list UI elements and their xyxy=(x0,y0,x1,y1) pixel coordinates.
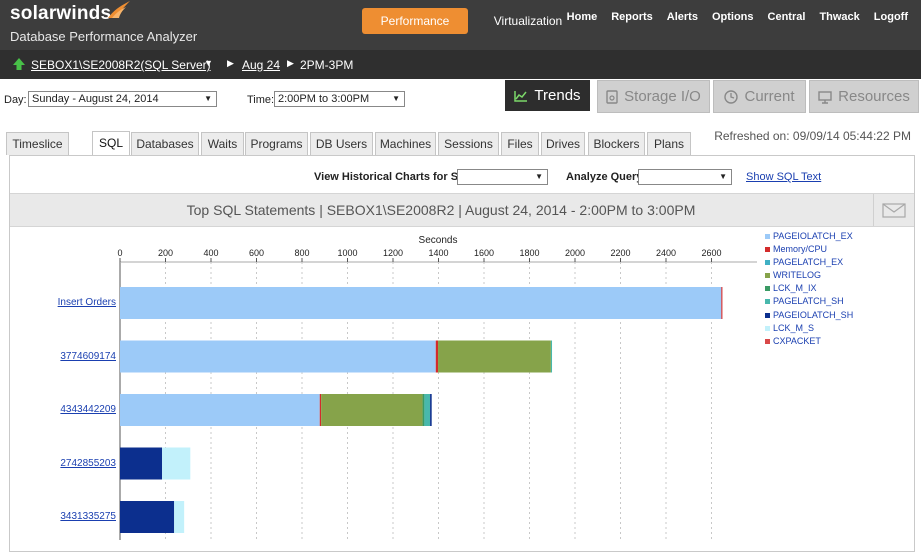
tab-current-label: Current xyxy=(744,88,795,105)
legend-swatch xyxy=(765,299,770,305)
chevron-down-icon[interactable]: ▼ xyxy=(204,58,213,68)
day-select-value: Sunday - August 24, 2014 xyxy=(32,93,159,105)
tab-waits[interactable]: Waits xyxy=(201,132,244,155)
legend-label: CXPACKET xyxy=(773,335,821,346)
options-link[interactable]: Options xyxy=(711,11,754,23)
brand-name: solarwinds xyxy=(10,3,112,24)
top-links: Home Reports Alerts Options Central Thwa… xyxy=(560,11,915,23)
legend-label: WRITELOG xyxy=(773,270,822,281)
central-link[interactable]: Central xyxy=(767,11,806,23)
clock-icon xyxy=(724,90,739,104)
envelope-icon xyxy=(882,203,906,218)
tab-storage-io[interactable]: Storage I/O xyxy=(597,80,710,113)
show-sql-text-link[interactable]: Show SQL Text xyxy=(746,171,822,183)
content-panel: View Historical Charts for SQL: ▼ Analyz… xyxy=(9,155,915,552)
legend-label: PAGELATCH_EX xyxy=(773,257,844,268)
tab-files[interactable]: Files xyxy=(501,132,539,155)
date-link[interactable]: Aug 24 xyxy=(242,58,281,72)
tab-db-users[interactable]: DB Users xyxy=(310,132,373,155)
tab-resources[interactable]: Resources xyxy=(809,80,919,113)
chevron-right-icon: ▶ xyxy=(287,58,294,68)
time-select[interactable]: 2:00PM to 3:00PM ▼ xyxy=(274,91,405,107)
legend-swatch xyxy=(765,260,770,266)
legend-swatch xyxy=(765,312,770,318)
tab-machines[interactable]: Machines xyxy=(375,132,436,155)
refreshed-timestamp: Refreshed on: 09/09/14 05:44:22 PM xyxy=(714,129,911,143)
day-label: Day: xyxy=(4,94,27,106)
monitor-icon xyxy=(818,90,832,104)
tab-blockers[interactable]: Blockers xyxy=(588,132,645,155)
solarwinds-logo[interactable]: solarwinds Database Performance Analyzer xyxy=(10,1,197,44)
flame-icon xyxy=(108,1,130,18)
tab-sessions[interactable]: Sessions xyxy=(438,132,499,155)
legend-label: Memory/CPU xyxy=(773,244,828,255)
analyze-label: Analyze Query: xyxy=(566,171,647,183)
tab-sql[interactable]: SQL xyxy=(92,131,130,156)
legend-swatch xyxy=(765,338,770,344)
tab-databases[interactable]: Databases xyxy=(131,132,199,155)
tab-trends-label: Trends xyxy=(534,87,581,104)
analyze-query-select[interactable]: ▼ xyxy=(638,169,732,185)
reports-link[interactable]: Reports xyxy=(611,11,653,23)
category-label-link[interactable]: Insert Orders xyxy=(57,297,116,308)
category-label-link[interactable]: 3774609174 xyxy=(60,350,116,362)
category-label-link[interactable]: 4343442209 xyxy=(60,404,116,415)
chevron-down-icon: ▼ xyxy=(535,172,543,181)
top-bar: solarwinds Database Performance Analyzer… xyxy=(0,0,921,50)
chevron-down-icon: ▼ xyxy=(392,94,400,103)
time-label: Time: xyxy=(247,94,275,106)
historical-sql-select[interactable]: ▼ xyxy=(457,169,548,185)
virtualization-button[interactable]: Virtualization xyxy=(493,14,563,28)
chart-title: Top SQL Statements | SEBOX1\SE2008R2 | A… xyxy=(186,202,696,218)
chevron-down-icon: ▼ xyxy=(719,172,727,181)
storage-icon xyxy=(606,90,618,104)
tab-resources-label: Resources xyxy=(838,88,910,105)
product-name: Database Performance Analyzer xyxy=(10,29,198,44)
tab-timeslice[interactable]: Timeslice xyxy=(6,132,69,155)
filter-row: View Historical Charts for SQL: ▼ Analyz… xyxy=(10,156,914,192)
logoff-link[interactable]: Logoff xyxy=(873,11,908,23)
legend-label: PAGELATCH_SH xyxy=(773,296,844,307)
tab-trends[interactable]: Trends xyxy=(505,80,590,111)
server-link[interactable]: SEBOX1\SE2008R2(SQL Server) xyxy=(31,58,211,72)
time-select-value: 2:00PM to 3:00PM xyxy=(278,93,370,105)
chevron-down-icon: ▼ xyxy=(204,94,212,103)
legend-swatch xyxy=(765,273,770,279)
home-link[interactable]: Home xyxy=(566,11,598,23)
tab-programs[interactable]: Programs xyxy=(245,132,308,155)
tab-storage-label: Storage I/O xyxy=(624,88,701,105)
category-label-link[interactable]: 2742855203 xyxy=(60,457,116,469)
tab-drives[interactable]: Drives xyxy=(541,132,585,155)
category-label-link[interactable]: 3431335275 xyxy=(60,511,116,522)
legend-label: LCK_M_IX xyxy=(773,283,817,294)
legend-swatch xyxy=(765,234,770,239)
legend-label: PAGEIOLATCH_EX xyxy=(773,231,853,241)
tab-plans[interactable]: Plans xyxy=(647,132,691,155)
legend-swatch xyxy=(765,247,770,253)
performance-button[interactable]: Performance xyxy=(362,8,468,34)
tab-current[interactable]: Current xyxy=(713,80,806,113)
legend-label: PAGEIOLATCH_SH xyxy=(773,309,854,320)
breadcrumb: SEBOX1\SE2008R2(SQL Server) ▼ ▶ Aug 24 ▶… xyxy=(0,50,921,79)
chart-title-bar: Top SQL Statements | SEBOX1\SE2008R2 | A… xyxy=(10,193,914,227)
historical-label: View Historical Charts for SQL: xyxy=(314,171,478,183)
time-crumb: 2PM-3PM xyxy=(300,58,354,72)
legend-swatch xyxy=(765,286,770,292)
thwack-link[interactable]: Thwack xyxy=(819,11,860,23)
email-button[interactable] xyxy=(873,194,914,226)
chevron-right-icon: ▶ xyxy=(227,58,234,68)
arrow-up-icon xyxy=(13,58,25,70)
legend-swatch xyxy=(765,325,770,331)
legend-label: LCK_M_S xyxy=(773,322,815,333)
line-chart-icon xyxy=(514,91,528,102)
day-select[interactable]: Sunday - August 24, 2014 ▼ xyxy=(28,91,217,107)
alerts-link[interactable]: Alerts xyxy=(666,11,698,23)
